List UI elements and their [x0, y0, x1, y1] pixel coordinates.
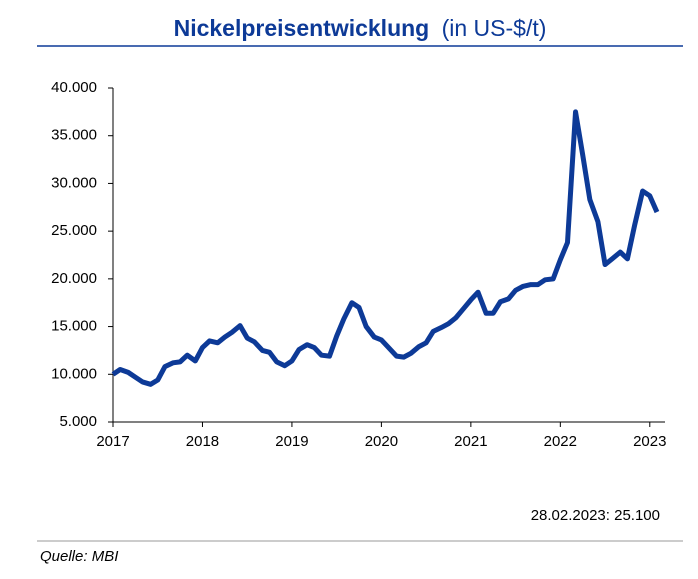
x-tick-label: 2017 [96, 433, 129, 450]
source: Quelle: MBI [40, 548, 118, 565]
y-tick-label: 10.000 [51, 365, 97, 382]
chart-title: Nickelpreisentwicklung [174, 15, 430, 41]
y-tick-label: 15.000 [51, 318, 97, 335]
y-tick-label: 40.000 [51, 79, 97, 96]
x-tick-label: 2020 [365, 433, 398, 450]
y-tick-label: 30.000 [51, 174, 97, 191]
x-tick-label: 2022 [544, 433, 577, 450]
data-line [111, 109, 660, 387]
y-tick-label: 35.000 [51, 127, 97, 144]
x-tick-label: 2018 [186, 433, 219, 450]
annotation: 28.02.2023: 25.100 [531, 507, 660, 524]
y-tick-label: 25.000 [51, 222, 97, 239]
x-tick-label: 2023 [633, 433, 666, 450]
y-tick-label: 5.000 [59, 413, 97, 430]
chart-subtitle: (in US-$/t) [442, 15, 547, 41]
x-tick-label: 2019 [275, 433, 308, 450]
x-tick-label: 2021 [454, 433, 487, 450]
chart-title-group: Nickelpreisentwicklung (in US-$/t) [174, 15, 547, 41]
y-tick-label: 20.000 [51, 270, 97, 287]
